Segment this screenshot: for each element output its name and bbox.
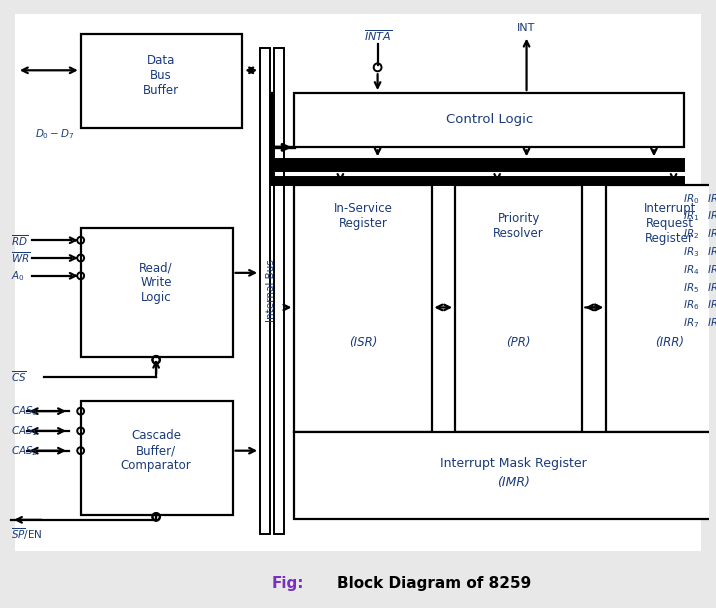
Text: $IR_6$: $IR_6$ <box>682 299 699 313</box>
Text: $IR_1$: $IR_1$ <box>683 210 699 223</box>
Text: Fig:: Fig: <box>272 576 304 591</box>
Bar <box>81 401 233 515</box>
Text: Request: Request <box>646 217 694 230</box>
Bar <box>606 185 716 432</box>
Text: Buffer/: Buffer/ <box>136 444 176 457</box>
Text: INT: INT <box>518 23 536 33</box>
Text: Data: Data <box>147 54 175 67</box>
Text: (ISR): (ISR) <box>349 336 377 348</box>
Bar <box>294 93 684 147</box>
Bar <box>271 159 684 171</box>
Text: $IR_5$: $IR_5$ <box>683 281 699 294</box>
Text: $CAS_1$: $CAS_1$ <box>11 424 38 438</box>
Text: $IR_5$: $IR_5$ <box>707 281 716 294</box>
Text: $IR_7$: $IR_7$ <box>683 316 699 330</box>
Text: Resolver: Resolver <box>493 227 544 240</box>
Text: $\overline{WR}$: $\overline{WR}$ <box>11 250 31 265</box>
Text: In-Service: In-Service <box>334 202 392 215</box>
Text: Block Diagram of 8259: Block Diagram of 8259 <box>337 576 531 591</box>
Bar <box>81 34 242 128</box>
Bar <box>271 177 684 185</box>
Bar <box>274 47 284 534</box>
Text: $IR_2$: $IR_2$ <box>707 227 716 241</box>
Text: $CAS_0$: $CAS_0$ <box>11 404 38 418</box>
Text: $IR_7$: $IR_7$ <box>707 316 716 330</box>
Bar <box>81 229 233 357</box>
Text: Internal Bus: Internal Bus <box>266 259 276 322</box>
Text: $A_0$: $A_0$ <box>11 269 25 283</box>
Text: $D_0 - D_7$: $D_0 - D_7$ <box>34 128 74 142</box>
Text: $IR_6$: $IR_6$ <box>707 299 716 313</box>
Text: Control Logic: Control Logic <box>445 113 533 126</box>
Text: $\overline{RD}$: $\overline{RD}$ <box>11 233 28 247</box>
Bar <box>294 185 432 432</box>
Text: Interrupt Mask Register: Interrupt Mask Register <box>440 457 587 470</box>
Text: Logic: Logic <box>141 291 171 304</box>
Text: $IR_4$: $IR_4$ <box>707 263 716 277</box>
Text: $IR_1$: $IR_1$ <box>707 210 716 223</box>
Text: $IR_4$: $IR_4$ <box>682 263 699 277</box>
Text: (IRR): (IRR) <box>655 336 684 348</box>
Text: $IR_2$: $IR_2$ <box>683 227 699 241</box>
Bar <box>294 432 716 519</box>
Text: (IMR): (IMR) <box>498 476 531 489</box>
Text: Bus: Bus <box>150 69 172 81</box>
Text: Register: Register <box>339 217 387 230</box>
Text: Priority: Priority <box>498 212 540 225</box>
Text: $IR_0$: $IR_0$ <box>682 192 699 206</box>
Text: $CAS_2$: $CAS_2$ <box>11 444 38 458</box>
Text: $\overline{INTA}$: $\overline{INTA}$ <box>364 29 392 43</box>
Text: Buffer: Buffer <box>143 83 179 97</box>
Text: $\overline{CS}$: $\overline{CS}$ <box>11 369 27 384</box>
Bar <box>455 185 582 432</box>
Text: Comparator: Comparator <box>121 459 191 472</box>
Text: Interrupt: Interrupt <box>644 202 696 215</box>
Text: $IR_3$: $IR_3$ <box>707 245 716 259</box>
Text: Read/: Read/ <box>140 261 173 274</box>
Text: $IR_3$: $IR_3$ <box>683 245 699 259</box>
Text: $IR_0$: $IR_0$ <box>707 192 716 206</box>
Text: Register: Register <box>645 232 694 245</box>
Bar <box>260 47 270 534</box>
Text: (PR): (PR) <box>506 336 531 348</box>
Text: Write: Write <box>140 276 172 289</box>
Text: Cascade: Cascade <box>131 429 181 443</box>
Text: $\overline{SP}$/EN: $\overline{SP}$/EN <box>11 527 43 542</box>
